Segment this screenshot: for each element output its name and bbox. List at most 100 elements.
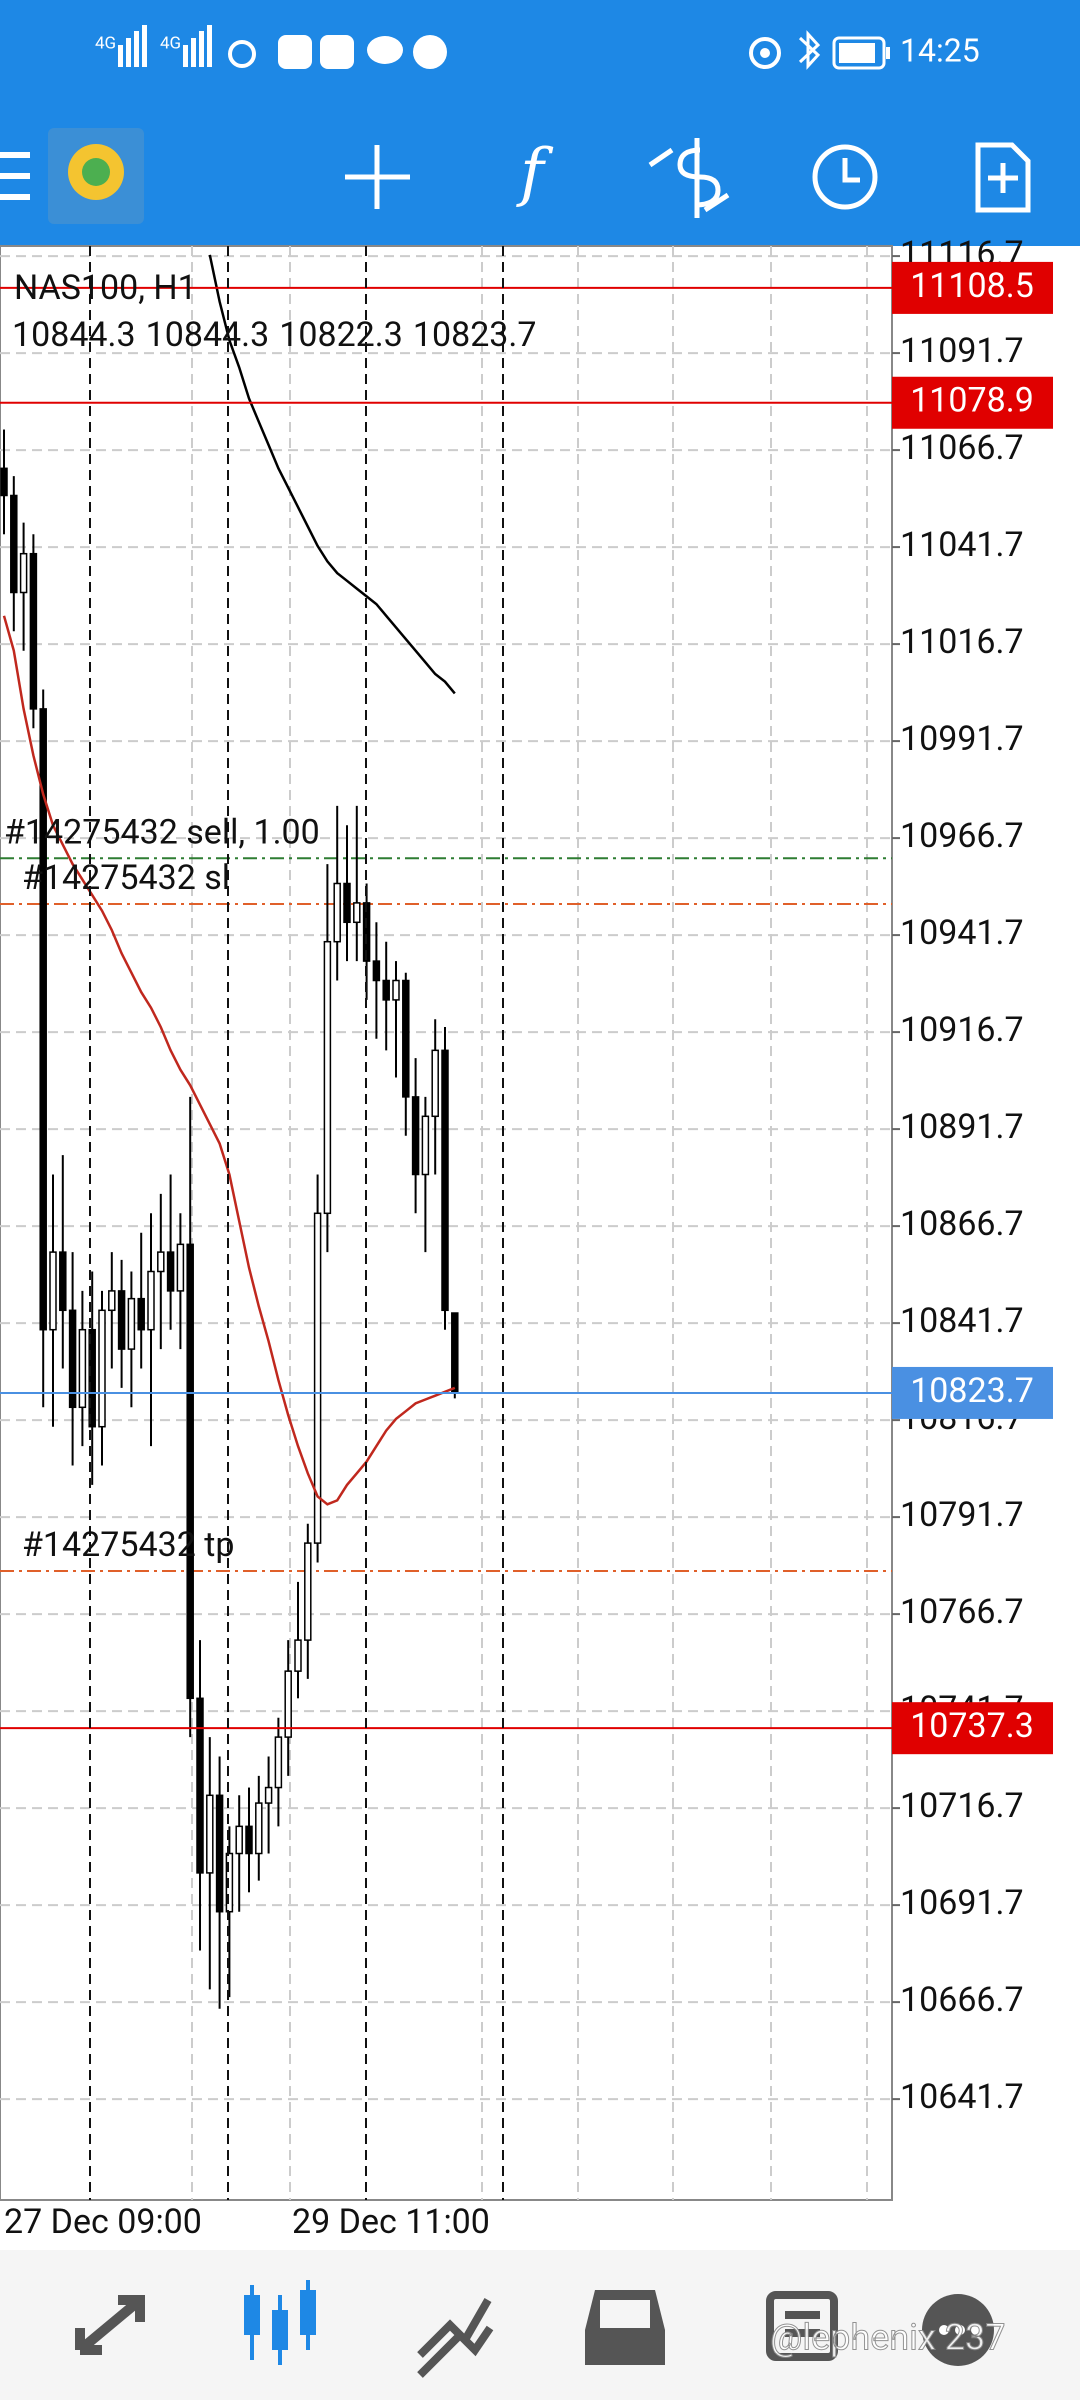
candle-body	[264, 1786, 273, 1804]
ohlc-value: 10823.7	[413, 315, 537, 355]
new-order-button[interactable]	[975, 142, 1031, 213]
candle-body	[431, 1049, 439, 1118]
candle-body	[343, 882, 351, 924]
candle-body	[284, 1670, 292, 1738]
candle-body	[392, 979, 400, 1001]
candle-body	[98, 1309, 106, 1428]
y-tick-label: 10866.7	[900, 1204, 1024, 1244]
vertical-grid	[191, 246, 868, 2200]
candle-body	[186, 1243, 194, 1700]
news-tab[interactable]	[766, 2291, 838, 2361]
price-level-label: 11108.5	[910, 266, 1034, 306]
candle-body	[441, 1049, 449, 1312]
y-tick-label: 10891.7	[900, 1107, 1024, 1147]
candle-body	[19, 552, 28, 594]
candle-body	[411, 1096, 420, 1176]
y-tick-label: 10766.7	[900, 1592, 1024, 1632]
candle-body	[39, 708, 47, 1331]
candle-body	[196, 1697, 204, 1874]
y-tick-label: 10841.7	[900, 1301, 1024, 1341]
moving-average	[2, 615, 456, 1506]
crosshair-button[interactable]	[345, 145, 410, 209]
x-tick-label: 27 Dec 09:00	[4, 2202, 202, 2242]
chart-tab[interactable]	[244, 2280, 316, 2365]
status-bar: 4G 4G 14:25	[95, 25, 980, 70]
candle-body	[166, 1251, 175, 1292]
candle-body	[29, 552, 38, 710]
menu-button[interactable]	[0, 152, 30, 200]
price-level-tag	[892, 261, 1053, 314]
candle-body	[235, 1825, 243, 1855]
candle-body	[402, 979, 410, 1098]
history-tab[interactable]	[585, 2290, 665, 2365]
candle-body	[255, 1802, 263, 1855]
x-tick-label: 29 Dec 11:00	[292, 2202, 490, 2242]
candle-body	[137, 1297, 145, 1331]
price-level-label: 11078.9	[910, 381, 1034, 421]
candle-body	[176, 1243, 185, 1292]
network-label: 4G	[95, 33, 116, 53]
candle-body	[108, 1290, 116, 1312]
app-logo[interactable]	[48, 128, 144, 224]
y-tick-label: 10791.7	[900, 1495, 1024, 1535]
y-tick-label: 11091.7	[900, 331, 1024, 371]
app-bar	[0, 0, 1080, 246]
price-level-label: 10737.3	[910, 1706, 1034, 1746]
y-tick-label: 11041.7	[900, 525, 1024, 565]
candle-body	[206, 1794, 214, 1874]
candle-body	[382, 979, 390, 1001]
y-tick-label: 10641.7	[900, 2077, 1024, 2117]
y-tick-label: 10966.7	[900, 816, 1024, 856]
price-level-tag	[892, 376, 1053, 429]
chat-tab[interactable]	[922, 2294, 994, 2366]
candle-body	[78, 1328, 87, 1409]
candle-body	[451, 1312, 459, 1394]
y-tick-label: 10666.7	[900, 1980, 1024, 2020]
candle-body	[304, 1542, 312, 1641]
network-label: 4G	[160, 33, 181, 53]
ohlc-value: 10844.3	[146, 315, 270, 355]
candle-body	[117, 1290, 126, 1350]
y-tick-label: 10941.7	[900, 913, 1024, 953]
candle-body	[372, 960, 381, 982]
ohlc-label: 10844.3 10844.3 10822.3 10823.7	[12, 315, 537, 355]
y-tick-label: 10691.7	[900, 1883, 1024, 1923]
quotes-tab[interactable]	[75, 2295, 145, 2355]
period-separators	[89, 246, 504, 2200]
trade-button[interactable]	[648, 138, 730, 218]
candle-body	[127, 1297, 136, 1350]
trade-tab[interactable]	[417, 2298, 494, 2378]
price-level-tag	[892, 1702, 1053, 1755]
y-tick-label: 11066.7	[900, 428, 1024, 468]
order-label: #14275432 tp	[22, 1525, 234, 1565]
candle-body	[10, 494, 18, 594]
timeframe-button[interactable]	[812, 144, 878, 210]
candle-body	[0, 467, 8, 497]
candle-body	[88, 1328, 96, 1428]
ohlc-value: 10822.3	[279, 315, 403, 355]
candle-body	[157, 1251, 165, 1273]
chart[interactable]: 11116.711091.711066.711041.711016.710991…	[0, 234, 1053, 2242]
price-level-tag	[892, 1366, 1053, 1419]
price-level-label: 10823.7	[910, 1371, 1034, 1411]
candle-body	[274, 1736, 283, 1789]
candle-body	[225, 1852, 234, 1913]
y-tick-label: 11016.7	[900, 622, 1024, 662]
y-tick-label: 10991.7	[900, 719, 1024, 759]
candle-body	[245, 1825, 253, 1855]
candle-body	[147, 1270, 155, 1331]
order-label: #14275432 sl	[22, 858, 230, 898]
candle-body	[353, 902, 361, 924]
watermark: @lephenix 237	[770, 2317, 1005, 2359]
candle-body	[333, 882, 341, 943]
candle-body	[59, 1251, 67, 1312]
y-tick-label: 10716.7	[900, 1786, 1024, 1826]
symbol-label: NAS100, H1	[14, 268, 197, 308]
candle-body	[323, 940, 332, 1215]
clock: 14:25	[900, 31, 980, 69]
bottom-nav: @lephenix 237	[0, 2250, 1080, 2400]
candle-body	[294, 1639, 302, 1672]
candle-body	[49, 1251, 57, 1331]
candle-body	[68, 1309, 77, 1409]
